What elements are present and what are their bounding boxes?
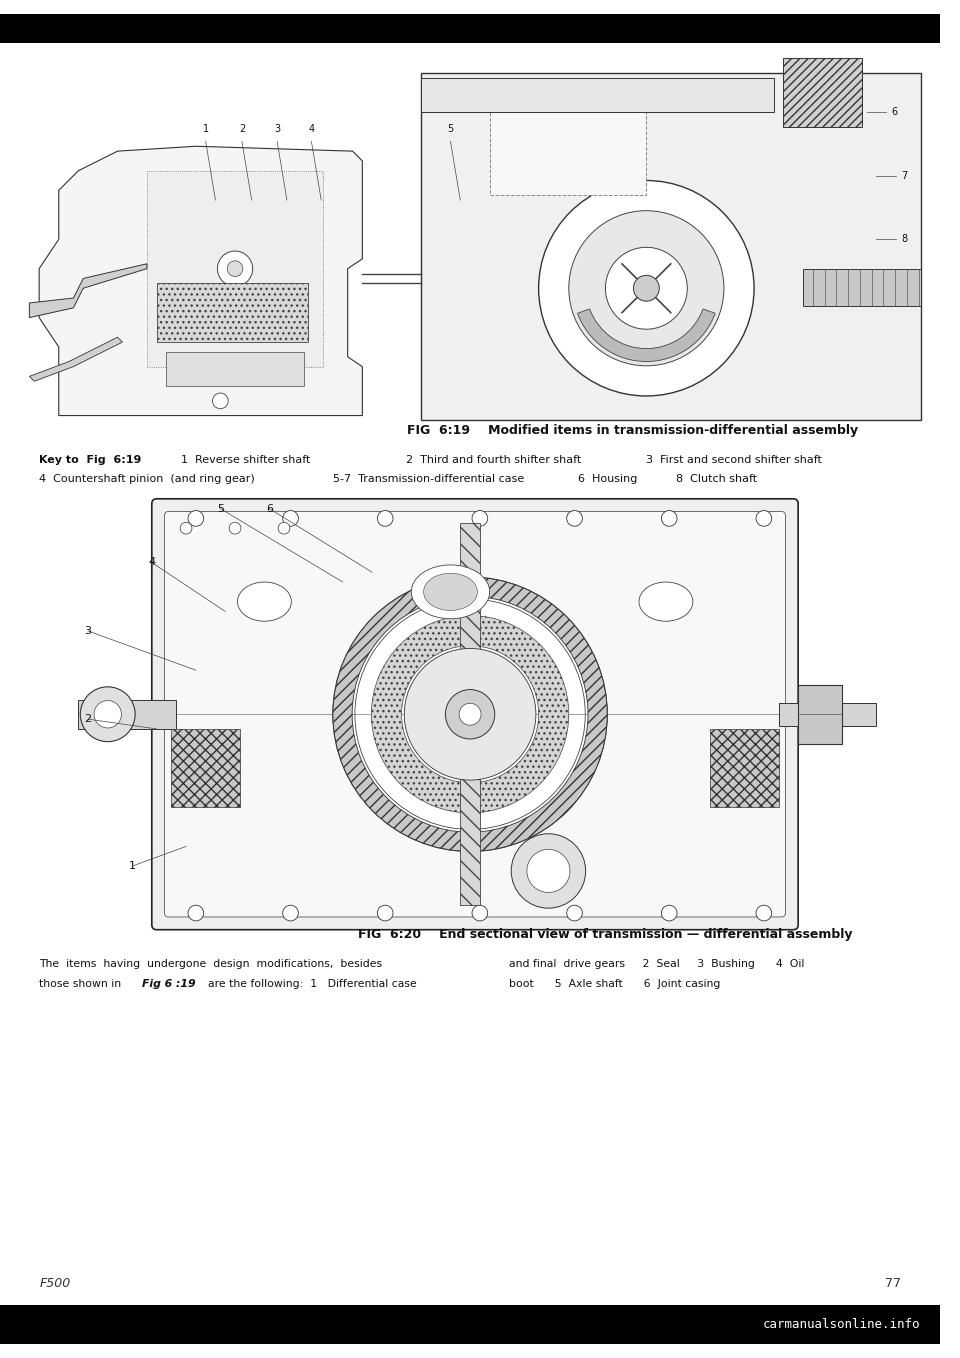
Text: End sectional view of transmission — differential assembly: End sectional view of transmission — dif… [426,928,852,941]
Circle shape [217,251,252,287]
Circle shape [377,906,393,921]
Bar [147,171,324,367]
Wedge shape [578,308,715,361]
Text: 3  First and second shifter shaft: 3 First and second shifter shaft [646,455,822,464]
Text: 4: 4 [308,124,315,133]
Bar [490,83,646,196]
Circle shape [278,523,290,534]
Text: 77: 77 [885,1277,901,1290]
Bar [166,352,303,386]
Circle shape [756,906,772,921]
Wedge shape [372,615,568,813]
Ellipse shape [411,565,490,619]
Circle shape [212,392,228,409]
Bar [0,14,940,43]
Text: 6: 6 [266,504,273,513]
Circle shape [188,906,204,921]
Text: Modified items in transmission-differential assembly: Modified items in transmission-different… [475,424,858,437]
Circle shape [188,511,204,527]
Text: 5: 5 [447,124,454,133]
Bar [783,58,862,126]
Circle shape [94,701,121,728]
Text: are the following:  1   Differential case: are the following: 1 Differential case [201,979,417,989]
Bar [421,77,774,111]
Circle shape [661,511,677,527]
Text: 2: 2 [84,714,92,724]
Text: carmanualsonline.info: carmanualsonline.info [763,1317,921,1331]
Circle shape [566,906,583,921]
Text: FIG  6:20: FIG 6:20 [358,928,421,941]
Circle shape [756,511,772,527]
Circle shape [355,599,586,830]
Text: Key to  Fig  6:19: Key to Fig 6:19 [39,455,141,464]
FancyBboxPatch shape [164,512,785,917]
Text: 2  Third and fourth shifter shaft: 2 Third and fourth shifter shaft [406,455,582,464]
Bar [156,284,308,342]
Text: and final  drive gears     2  Seal     3  Bushing      4  Oil: and final drive gears 2 Seal 3 Bushing 4… [509,959,804,970]
Circle shape [539,181,754,397]
Circle shape [527,849,570,892]
Ellipse shape [423,573,477,611]
Text: 2: 2 [239,124,245,133]
Circle shape [282,511,299,527]
Text: 5: 5 [217,504,224,513]
Circle shape [568,210,724,365]
Ellipse shape [237,583,291,621]
FancyBboxPatch shape [152,498,798,930]
Text: 7: 7 [901,171,907,181]
Bar [0,1305,940,1344]
Text: F500: F500 [39,1277,70,1290]
Text: 1: 1 [129,861,135,870]
Bar [804,269,921,306]
Circle shape [282,906,299,921]
Wedge shape [333,577,607,851]
Circle shape [229,523,241,534]
Circle shape [566,511,583,527]
Bar [779,702,876,727]
Circle shape [445,690,494,739]
Bar [79,699,177,729]
Circle shape [404,649,536,779]
Circle shape [472,906,488,921]
Circle shape [81,687,135,741]
Text: 4: 4 [148,558,156,568]
Text: those shown in: those shown in [39,979,125,989]
Circle shape [180,523,192,534]
Bar [798,684,842,744]
Bar [79,494,862,930]
Text: 1: 1 [203,124,208,133]
Bar [172,729,240,807]
Text: 8: 8 [901,235,907,244]
Text: FIG  6:19: FIG 6:19 [407,424,470,437]
Text: 6: 6 [891,107,898,117]
Circle shape [459,703,481,725]
Circle shape [333,577,607,851]
Text: 3: 3 [275,124,280,133]
Text: 5-7  Transmission-differential case: 5-7 Transmission-differential case [333,474,524,485]
Text: Fig 6 :19: Fig 6 :19 [142,979,196,989]
Text: 3: 3 [84,626,91,636]
Text: 1  Reverse shifter shaft: 1 Reverse shifter shaft [181,455,310,464]
Text: 4  Countershaft pinion  (and ring gear): 4 Countershaft pinion (and ring gear) [39,474,255,485]
Circle shape [472,511,488,527]
Circle shape [228,261,243,277]
Circle shape [606,247,687,329]
Bar [421,73,921,421]
Polygon shape [30,263,147,318]
Text: boot      5  Axle shaft      6  Joint casing: boot 5 Axle shaft 6 Joint casing [509,979,721,989]
Circle shape [634,276,660,301]
Bar [710,729,779,807]
Circle shape [377,511,393,527]
Text: 6  Housing: 6 Housing [578,474,637,485]
Bar [30,49,921,421]
Circle shape [661,906,677,921]
Text: 8  Clutch shaft: 8 Clutch shaft [676,474,756,485]
Circle shape [512,834,586,909]
Bar [460,523,480,906]
Polygon shape [30,337,123,382]
Text: The  items  having  undergone  design  modifications,  besides: The items having undergone design modifi… [39,959,382,970]
Polygon shape [39,147,362,416]
Ellipse shape [639,583,693,621]
